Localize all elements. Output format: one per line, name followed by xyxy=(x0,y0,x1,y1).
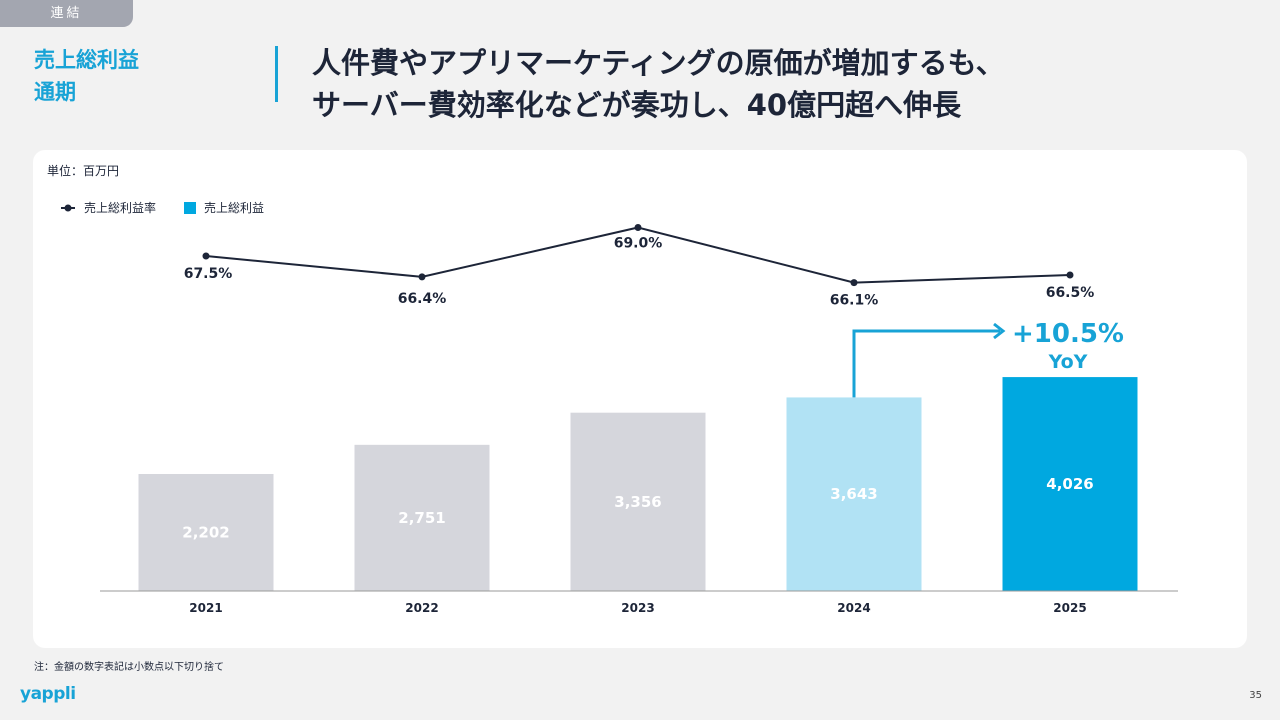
yoy-arrow-line xyxy=(852,329,1000,398)
legend-line-marker-icon xyxy=(61,204,75,211)
yoy-arrowhead-icon xyxy=(993,322,1006,340)
rate-point xyxy=(634,224,642,231)
x-tick-label: 2022 xyxy=(405,601,438,615)
bar xyxy=(1002,377,1138,591)
yoy-growth-label: +10.5% xyxy=(1012,319,1124,349)
headline-line1: 人件費やアプリマーケティングの原価が増加するも、 xyxy=(312,46,1005,80)
legend-bar-swatch-icon xyxy=(184,201,197,214)
bar-value-label: 2,751 xyxy=(398,509,445,527)
legend: 売上総利益率 売上総利益 xyxy=(60,199,264,216)
bar xyxy=(138,474,274,591)
x-tick-label: 2021 xyxy=(189,601,222,615)
rate-label: 66.4% xyxy=(398,291,447,307)
bar xyxy=(570,412,706,591)
bar-value-label: 3,356 xyxy=(614,493,661,511)
section-title: 売上総利益 通期 xyxy=(34,44,234,108)
x-tick-label: 2023 xyxy=(621,601,654,615)
footnote: 注：金額の数字表記は小数点以下切り捨て xyxy=(34,662,224,673)
rate-label: 66.5% xyxy=(1046,285,1095,301)
bar xyxy=(354,444,490,591)
headline: 人件費やアプリマーケティングの原価が増加するも、 サーバー費効率化などが奏功し、… xyxy=(312,42,1005,126)
rate-label: 67.5% xyxy=(184,266,233,282)
x-tick-label: 2025 xyxy=(1053,601,1086,615)
yoy-label: YoY xyxy=(1048,351,1088,373)
legend-label-rate: 売上総利益率 xyxy=(84,201,157,215)
rate-point xyxy=(1066,271,1074,279)
yappli-logo: yappli xyxy=(20,684,76,704)
legend-label-profit: 売上総利益 xyxy=(204,201,265,215)
unit-label: 単位：百万円 xyxy=(47,164,120,178)
bar xyxy=(786,397,922,591)
rate-point xyxy=(850,279,858,287)
rate-label: 69.0% xyxy=(614,236,663,252)
bar-value-label: 2,202 xyxy=(182,524,229,542)
bar-value-label: 3,643 xyxy=(830,485,877,503)
section-title-line2: 通期 xyxy=(34,80,76,104)
page-number: 35 xyxy=(1249,690,1262,701)
section-title-line1: 売上総利益 xyxy=(34,48,139,72)
rate-label: 66.1% xyxy=(830,293,879,309)
segment-tag: 連結 xyxy=(0,0,133,27)
bar-value-label: 4,026 xyxy=(1046,475,1093,493)
x-tick-label: 2024 xyxy=(837,601,870,615)
title-divider xyxy=(275,46,278,102)
rate-point xyxy=(202,252,210,260)
headline-line2: サーバー費効率化などが奏功し、40億円超へ伸長 xyxy=(312,88,962,122)
rate-point xyxy=(418,273,426,281)
